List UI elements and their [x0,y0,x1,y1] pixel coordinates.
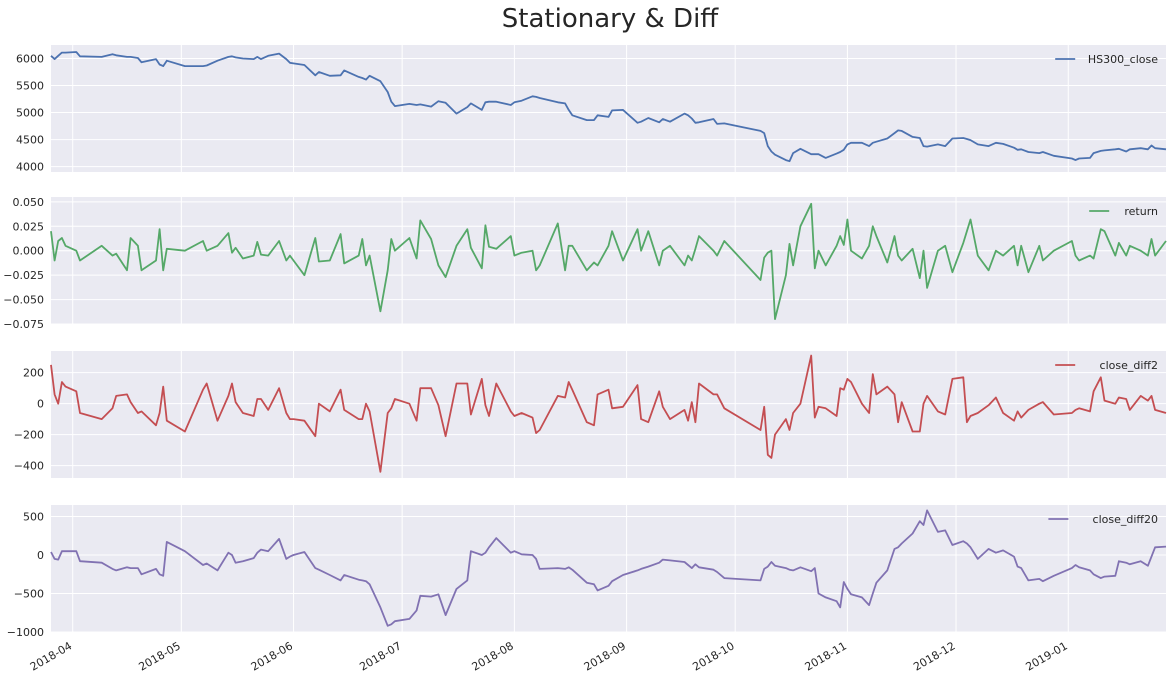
panel-return: −0.075 −0.050 −0.025 0.000 0.025 0.050 return [3,196,1167,331]
legend-label: return [1124,205,1158,218]
y-tick-label: 0 [37,398,44,411]
panel-close_diff20: −1000 −500 0 500 close_diff20 [7,505,1167,639]
y-tick-label: −0.050 [3,294,44,307]
x-tick-label: 2018-04 [28,639,74,673]
plot-background [51,197,1166,324]
x-tick-label: 2018-12 [911,639,957,673]
legend: close_diff2 [1055,359,1158,372]
y-tick-label: −400 [14,460,44,473]
panel-HS300_close: 4000 4500 5000 5500 6000 HS300_close [16,45,1167,174]
y-tick-label: 0.050 [13,196,45,209]
x-tick-label: 2018-09 [582,639,628,673]
y-tick-label: −200 [14,429,44,442]
legend: return [1089,205,1158,218]
x-axis: 2018-04 2018-05 2018-06 2018-07 2018-08 2018-… [28,639,1070,673]
y-tick-label: 0 [37,549,44,562]
legend-label: HS300_close [1088,53,1158,66]
x-tick-label: 2018-06 [249,639,295,673]
legend-label: close_diff2 [1100,359,1158,372]
series-line-HS300_close [50,51,1167,163]
y-tick-label: −500 [14,588,44,601]
chart-title: Stationary & Diff [502,4,719,34]
x-tick-label: 2018-11 [803,639,849,673]
series-line-return [50,202,1167,321]
y-tick-label: 500 [23,511,44,524]
x-tick-label: 2018-05 [137,639,183,673]
y-tick-label: 5500 [16,80,44,93]
x-tick-label: 2019-01 [1023,639,1069,673]
y-tick-label: 200 [23,367,44,380]
plot-background [51,505,1166,632]
y-tick-label: −0.075 [3,318,44,331]
x-tick-label: 2018-10 [690,639,736,673]
y-tick-label: −1000 [7,626,44,639]
y-tick-label: 0.000 [13,245,45,258]
legend: close_diff20 [1048,513,1158,526]
y-tick-label: 4000 [16,161,44,174]
series-line-close_diff2 [50,354,1167,473]
y-tick-label: 0.025 [13,220,45,233]
y-tick-label: −0.025 [3,269,44,282]
plot-background [51,45,1166,172]
series-line-close_diff20 [50,509,1167,627]
y-tick-label: 5000 [16,107,44,120]
legend-label: close_diff20 [1093,513,1158,526]
x-tick-label: 2018-08 [470,639,516,673]
y-tick-label: 6000 [16,53,44,66]
y-tick-label: 4500 [16,134,44,147]
legend: HS300_close [1055,53,1158,66]
panel-close_diff2: −400 −200 0 200 close_diff2 [14,351,1167,478]
plot-background [51,351,1166,478]
x-tick-label: 2018-07 [357,639,403,673]
